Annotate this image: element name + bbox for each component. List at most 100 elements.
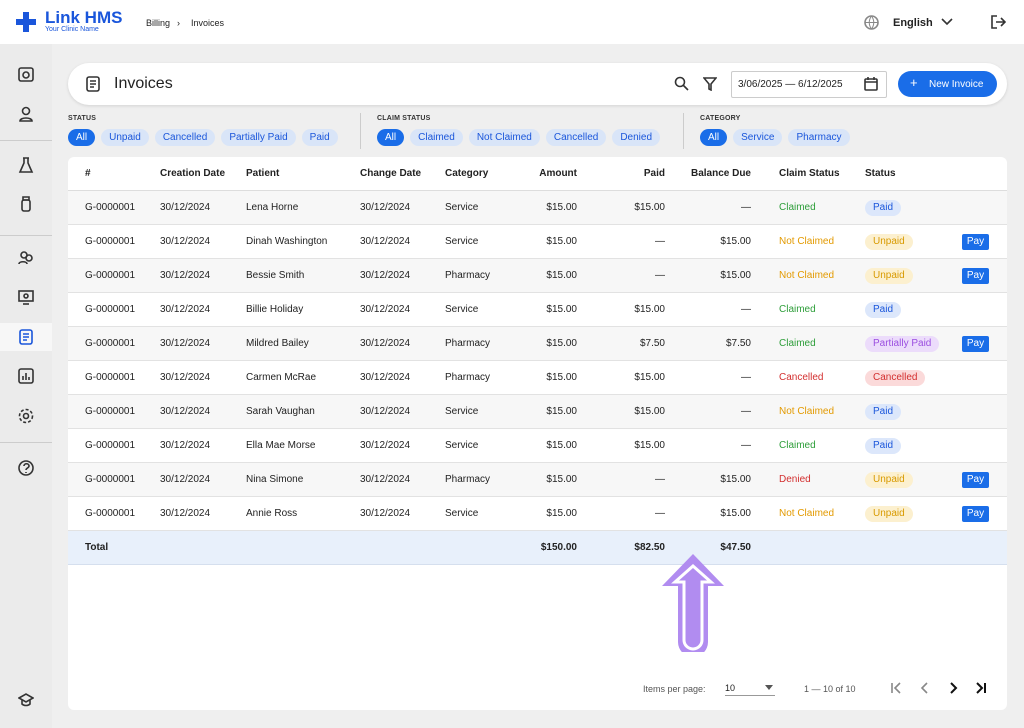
breadcrumb[interactable]: Billing bbox=[146, 18, 171, 28]
table-cell: G-0000001 bbox=[85, 372, 136, 383]
nav-icon[interactable] bbox=[18, 368, 34, 384]
prev-page[interactable] bbox=[919, 682, 931, 694]
table-row bbox=[68, 259, 1007, 293]
nav-icon[interactable] bbox=[18, 249, 34, 265]
table-cell: Service bbox=[445, 236, 479, 247]
table-cell: 30/12/2024 bbox=[160, 406, 211, 417]
filter-chip[interactable]: Cancelled bbox=[154, 129, 216, 146]
divider bbox=[360, 113, 361, 149]
table-row bbox=[68, 463, 1007, 497]
table-cell: 30/12/2024 bbox=[360, 202, 411, 213]
search-icon[interactable] bbox=[674, 76, 689, 91]
table-cell: G-0000001 bbox=[85, 270, 136, 281]
pay-button[interactable]: Pay bbox=[962, 506, 989, 522]
table-cell: $15.00 bbox=[720, 270, 751, 281]
globe-icon[interactable] bbox=[864, 15, 879, 30]
last-page[interactable] bbox=[975, 682, 987, 694]
pay-button[interactable]: Pay bbox=[962, 234, 989, 250]
table-cell: Service bbox=[445, 304, 479, 315]
filter-chip[interactable]: All bbox=[377, 129, 405, 146]
status-pill: Unpaid bbox=[865, 268, 913, 284]
chevron-icon[interactable] bbox=[941, 18, 953, 26]
table-row bbox=[68, 191, 1007, 225]
filter-chip[interactable]: Paid bbox=[301, 129, 338, 146]
filter-chip[interactable]: Service bbox=[733, 129, 783, 146]
pay-button[interactable]: Pay bbox=[962, 472, 989, 488]
nav-icon[interactable] bbox=[18, 106, 34, 122]
table-cell: $7.50 bbox=[639, 338, 665, 349]
table-row bbox=[68, 327, 1007, 361]
table-cell: Service bbox=[445, 508, 479, 519]
status-pill: Cancelled bbox=[865, 370, 926, 386]
filter-chip[interactable]: All bbox=[68, 129, 96, 146]
date-range: 3/06/2025 — 6/12/2025 bbox=[738, 79, 843, 90]
status-pill: Unpaid bbox=[865, 234, 913, 250]
filter-chip[interactable]: All bbox=[700, 129, 728, 146]
filter-chip[interactable]: Unpaid bbox=[101, 129, 149, 146]
table-cell: Ella Mae Morse bbox=[246, 440, 316, 451]
table-cell: $15.00 bbox=[546, 202, 577, 213]
filter-chip[interactable]: Cancelled bbox=[545, 129, 607, 146]
nav-icon[interactable] bbox=[18, 329, 34, 345]
filter-label: CATEGORY bbox=[700, 115, 741, 122]
claim-status: Not Claimed bbox=[779, 236, 835, 247]
annotation-arrow bbox=[662, 554, 724, 652]
filter-chip[interactable]: Not Claimed bbox=[468, 129, 540, 146]
table-cell: 30/12/2024 bbox=[160, 338, 211, 349]
table-cell: 30/12/2024 bbox=[160, 372, 211, 383]
breadcrumb-separator: › bbox=[177, 18, 180, 28]
table-cell: $15.00 bbox=[546, 508, 577, 519]
status-pill: Paid bbox=[865, 404, 902, 420]
filter-chip[interactable]: Denied bbox=[612, 129, 661, 146]
calendar-icon[interactable] bbox=[864, 77, 878, 91]
column-header: Creation Date bbox=[160, 168, 226, 179]
language[interactable]: English bbox=[893, 17, 933, 29]
new-invoice-button[interactable]: + New Invoice bbox=[898, 71, 997, 97]
nav-icon[interactable] bbox=[18, 157, 34, 173]
table-cell: Service bbox=[445, 406, 479, 417]
table-cell: Dinah Washington bbox=[246, 236, 328, 247]
table-cell: G-0000001 bbox=[85, 338, 136, 349]
nav-icon[interactable] bbox=[18, 289, 34, 305]
table-cell: — bbox=[655, 474, 665, 485]
table-cell: 30/12/2024 bbox=[160, 270, 211, 281]
nav-icon[interactable] bbox=[18, 692, 34, 708]
table-cell: $15.00 bbox=[546, 440, 577, 451]
claim-status: Claimed bbox=[779, 202, 816, 213]
table-cell: Bessie Smith bbox=[246, 270, 305, 281]
table-cell: — bbox=[741, 406, 751, 417]
claim-status: Not Claimed bbox=[779, 270, 835, 281]
per-page: 10 bbox=[725, 683, 736, 693]
table-cell: Pharmacy bbox=[445, 372, 491, 383]
table-cell: G-0000001 bbox=[85, 406, 136, 417]
total-row bbox=[68, 531, 1007, 565]
table-cell: 30/12/2024 bbox=[360, 236, 411, 247]
filter-chip[interactable]: Claimed bbox=[410, 129, 463, 146]
chip-row: All Unpaid Cancelled Partially Paid Paid bbox=[68, 127, 344, 146]
filter-label: STATUS bbox=[68, 115, 97, 122]
page-range: 1 — 10 of 10 bbox=[804, 684, 856, 694]
per-page-select[interactable]: 10 bbox=[725, 679, 775, 696]
tagline: Your Clinic Name bbox=[45, 26, 99, 33]
logout-icon[interactable] bbox=[990, 14, 1006, 30]
divider bbox=[0, 442, 52, 443]
next-page[interactable] bbox=[947, 682, 959, 694]
filter-chip[interactable]: Pharmacy bbox=[788, 129, 850, 146]
first-page[interactable] bbox=[890, 682, 902, 694]
table-cell: — bbox=[741, 440, 751, 451]
claim-status: Not Claimed bbox=[779, 406, 835, 417]
filter-icon[interactable] bbox=[703, 77, 717, 91]
pay-button[interactable]: Pay bbox=[962, 268, 989, 284]
status-pill: Paid bbox=[865, 200, 902, 216]
total-cell: $82.50 bbox=[634, 542, 665, 553]
nav-icon[interactable] bbox=[18, 408, 34, 424]
nav-icon[interactable] bbox=[18, 66, 34, 82]
filter-chip[interactable]: Partially Paid bbox=[221, 129, 296, 146]
table-cell: $15.00 bbox=[720, 508, 751, 519]
pay-button[interactable]: Pay bbox=[962, 336, 989, 352]
nav-icon[interactable] bbox=[18, 196, 34, 212]
nav-icon[interactable] bbox=[18, 460, 34, 476]
table-cell: G-0000001 bbox=[85, 304, 136, 315]
date-range-input[interactable]: 3/06/2025 — 6/12/2025 bbox=[731, 71, 887, 98]
status-pill: Partially Paid bbox=[865, 336, 940, 352]
